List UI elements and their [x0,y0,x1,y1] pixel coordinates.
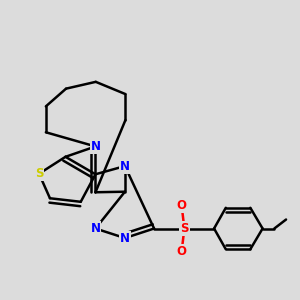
Text: N: N [120,160,130,172]
Text: O: O [177,245,187,258]
Text: N: N [91,222,100,235]
Text: N: N [120,232,130,244]
Text: N: N [91,140,100,153]
Text: O: O [177,199,187,212]
Text: S: S [180,222,189,235]
Text: S: S [35,167,43,180]
